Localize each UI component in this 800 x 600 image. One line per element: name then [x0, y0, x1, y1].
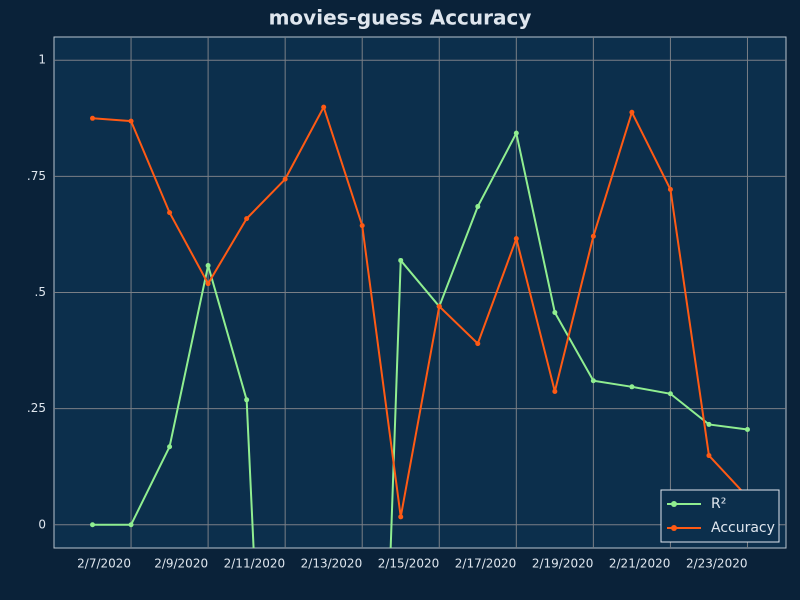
legend-label: R²: [711, 496, 726, 512]
data-point: [552, 309, 558, 315]
data-point: [667, 186, 673, 192]
data-point: [244, 216, 250, 222]
data-point: [706, 453, 712, 459]
chart-title: movies-guess Accuracy: [269, 6, 532, 30]
data-point: [513, 130, 519, 136]
x-tick-label: 2/23/2020: [686, 557, 748, 571]
x-tick-label: 2/9/2020: [154, 557, 208, 571]
data-point: [629, 109, 635, 115]
x-tick-label: 2/19/2020: [532, 557, 594, 571]
data-point: [90, 522, 96, 528]
legend-label: Accuracy: [711, 520, 775, 536]
data-point: [590, 233, 596, 239]
x-tick-label: 2/15/2020: [378, 557, 440, 571]
x-tick-label: 2/11/2020: [224, 557, 286, 571]
legend-marker: [671, 525, 677, 531]
data-point: [167, 444, 173, 450]
data-point: [205, 281, 211, 287]
y-tick-label: 0: [38, 517, 46, 531]
legend-marker: [671, 501, 677, 507]
x-tick-label: 2/17/2020: [455, 557, 517, 571]
data-point: [321, 104, 327, 110]
data-point: [744, 427, 750, 433]
legend-box: [660, 489, 780, 543]
y-tick-label: .25: [27, 401, 46, 415]
data-point: [90, 115, 96, 121]
plot-content: [90, 104, 750, 548]
data-point: [398, 257, 404, 263]
data-point: [205, 263, 211, 269]
x-tick-label: 2/13/2020: [301, 557, 363, 571]
y-tick-label: .75: [27, 169, 46, 183]
data-point: [706, 421, 712, 427]
y-tick-label: .5: [35, 285, 46, 299]
data-point: [436, 303, 442, 309]
data-point: [128, 522, 134, 528]
x-tick-label: 2/21/2020: [609, 557, 671, 571]
data-point: [629, 384, 635, 390]
data-point: [128, 118, 134, 124]
data-point: [667, 391, 673, 397]
data-point: [513, 236, 519, 242]
data-point: [359, 223, 365, 229]
y-tick-label: 1: [38, 53, 46, 67]
data-point: [475, 341, 481, 347]
x-tick-label: 2/7/2020: [77, 557, 131, 571]
data-point: [244, 397, 250, 403]
data-point: [282, 176, 288, 182]
data-point: [475, 204, 481, 210]
data-point: [552, 388, 558, 394]
data-point: [590, 378, 596, 384]
series-line: [92, 130, 748, 548]
data-point: [167, 210, 173, 216]
data-point: [398, 514, 404, 520]
series-line: [92, 104, 749, 518]
